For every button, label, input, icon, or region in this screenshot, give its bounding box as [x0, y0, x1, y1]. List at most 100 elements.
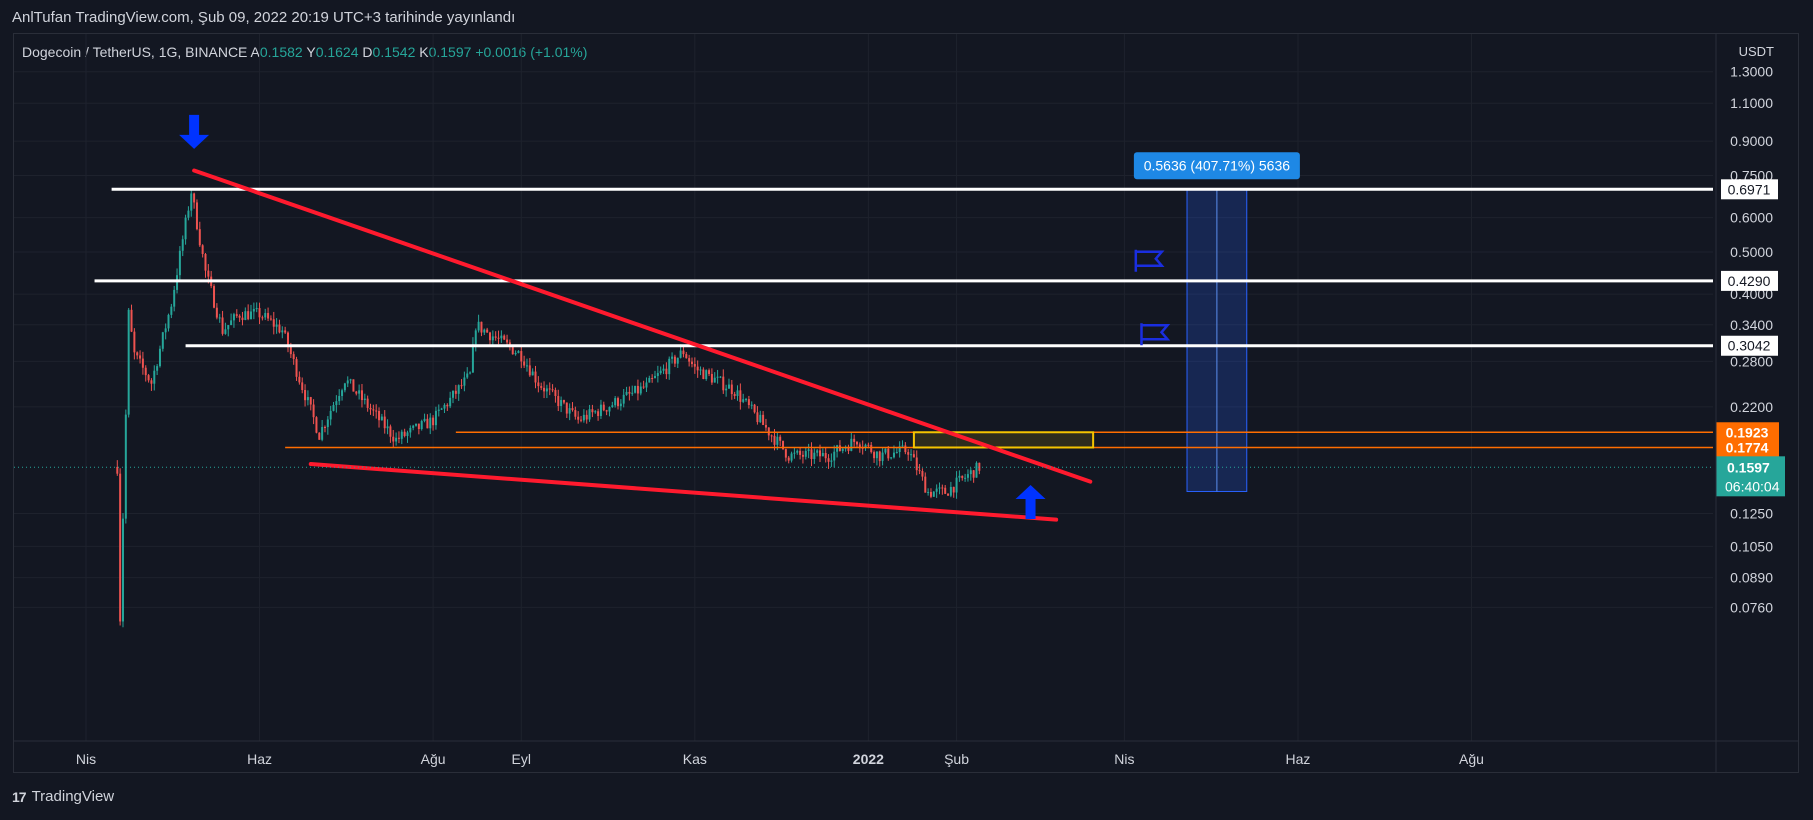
candle-body [403, 431, 406, 436]
candle-body [238, 315, 241, 318]
candle-body [304, 389, 307, 401]
trendline[interactable] [192, 168, 1093, 484]
candle-body [523, 361, 526, 366]
candle-body [690, 361, 693, 365]
candle-body [918, 470, 921, 472]
candle-body [850, 438, 853, 451]
candle-body [452, 390, 455, 398]
candle-body [218, 317, 221, 319]
candle-body [204, 254, 207, 271]
candle-body [597, 411, 600, 416]
candle-body [133, 331, 136, 353]
candle-body [770, 435, 773, 437]
candle-body [756, 412, 759, 423]
candle-body [121, 518, 124, 622]
candle-body [867, 444, 870, 446]
trendline[interactable] [308, 462, 1059, 522]
candle-body [198, 229, 201, 246]
candle-body [776, 436, 779, 445]
candle-body [617, 398, 620, 407]
candle-body [568, 408, 571, 414]
candle-body [417, 423, 420, 430]
y-tick-label: 0.3400 [1730, 317, 1773, 333]
candle-body [924, 476, 927, 493]
candle-body [116, 466, 119, 474]
plot-area[interactable] [14, 34, 1713, 741]
highlight-zone[interactable] [912, 431, 1095, 449]
candle-body [591, 409, 594, 413]
candle-body [816, 450, 819, 453]
candle-body [258, 308, 261, 318]
legend-change: +0.0016 (+1.01%) [475, 44, 588, 60]
candle-body [375, 410, 378, 412]
candle-body [955, 477, 958, 493]
candle-body [574, 410, 577, 417]
legend-open-label: A [250, 44, 260, 60]
candle-body [275, 324, 278, 327]
candle-body [864, 444, 867, 448]
candle-body [488, 332, 491, 341]
candle-body [878, 451, 881, 462]
candle-body [625, 391, 628, 395]
orange-price-label: 0.1774 [1726, 439, 1769, 455]
candle-body [571, 408, 574, 411]
candle-body [429, 417, 432, 429]
candle-body [150, 380, 153, 384]
candle-body [881, 452, 884, 462]
candle-body [264, 313, 267, 318]
candle-body [941, 487, 944, 489]
candle-body [491, 336, 494, 341]
candle-body [500, 335, 503, 339]
candle-body [747, 399, 750, 406]
candle-body [158, 348, 161, 367]
candle-body [281, 330, 284, 333]
candle-body [921, 471, 924, 477]
candle-body [548, 388, 551, 390]
footer-brand-text: TradingView [31, 788, 115, 805]
candle-body [599, 404, 602, 416]
candle-body [193, 193, 196, 203]
candle-body [454, 390, 457, 394]
candle-body [753, 404, 756, 413]
candle-body [409, 427, 412, 433]
level-price-tag [1721, 179, 1778, 200]
candle-body [580, 419, 583, 421]
candle-body [801, 454, 804, 457]
candle-body [847, 447, 850, 451]
candle-body [139, 355, 142, 359]
level-price-tag [1721, 335, 1778, 356]
last-price-tag [1716, 456, 1785, 497]
x-tick-label: Ağu [1459, 751, 1484, 767]
candle-body [611, 405, 614, 408]
level-price-label: 0.3042 [1728, 338, 1771, 354]
candle-body [875, 451, 878, 459]
footer-brand: 17 TradingView [12, 788, 114, 805]
candle-body [665, 368, 668, 375]
candle-body [947, 493, 950, 496]
candle-body [503, 335, 506, 340]
candle-body [824, 453, 827, 459]
candle-body [716, 376, 719, 378]
candle-body [804, 450, 807, 457]
candle-body [201, 245, 204, 255]
x-tick-label: Şub [944, 751, 969, 767]
candle-body [557, 396, 560, 406]
candle-body [161, 332, 164, 349]
currency-label: USDT [1739, 44, 1774, 59]
candle-body [315, 417, 318, 433]
candle-body [124, 414, 127, 519]
candle-body [631, 392, 634, 394]
candle-body [321, 426, 324, 440]
candle-body [346, 380, 349, 384]
candle-body [910, 454, 913, 456]
candle-body [153, 370, 156, 384]
candle-body [713, 377, 716, 383]
candle-body [833, 451, 836, 461]
candle-body [286, 332, 289, 348]
candle-body [577, 416, 580, 420]
candle-body [855, 441, 858, 445]
candle-body [773, 435, 776, 445]
publication-caption: AnlTufan TradingView.com, Şub 09, 2022 2… [12, 9, 516, 26]
candle-body [912, 454, 915, 458]
